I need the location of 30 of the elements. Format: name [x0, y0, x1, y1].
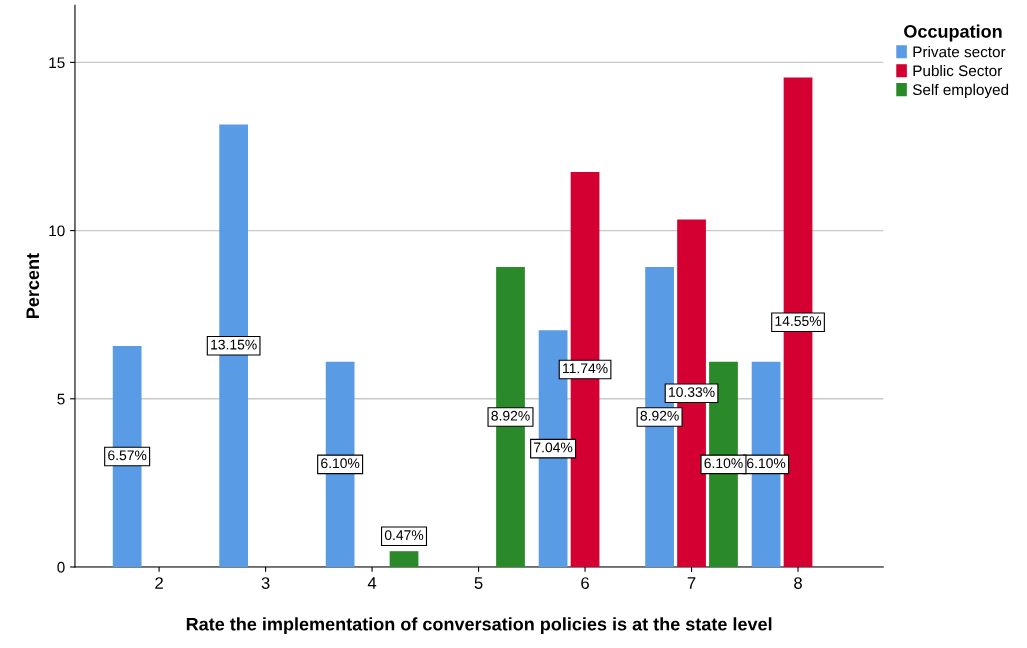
data-label: 13.15% — [211, 339, 257, 350]
data-label: 6.10% — [704, 458, 743, 469]
x-tick-label: 4 — [367, 577, 377, 589]
x-tick-label: 7 — [687, 577, 696, 589]
y-axis-title: Percent — [26, 253, 40, 318]
x-tick-label: 8 — [794, 577, 802, 589]
x-axis-title: Rate the implementation of conversation policies is at the state level — [186, 617, 772, 635]
data-label: 0.47% — [384, 530, 424, 541]
y-tick-label: 15 — [49, 57, 65, 69]
x-tick-label: 3 — [261, 577, 270, 589]
legend-label: Private sector — [913, 46, 1006, 58]
legend-label: Public Sector — [913, 64, 1002, 77]
x-tick-label: 5 — [474, 577, 483, 589]
x-tick-label: 2 — [155, 577, 163, 589]
y-tick-label: 10 — [49, 225, 65, 237]
data-label: 11.74% — [563, 363, 608, 374]
data-label: 10.33% — [669, 387, 715, 397]
legend-label: Self employed — [912, 83, 1009, 99]
data-label: 14.55% — [775, 316, 822, 326]
data-label: 6.10% — [747, 458, 786, 469]
data-label: 7.04% — [534, 442, 573, 453]
y-tick-label: 0 — [57, 561, 65, 573]
y-tick-label: 5 — [57, 393, 65, 405]
bar — [389, 551, 419, 567]
data-label: 6.57% — [108, 450, 147, 461]
legend-title: Occupation — [904, 24, 1002, 42]
data-label: 8.92% — [640, 410, 679, 421]
data-label: 6.10% — [321, 458, 360, 469]
x-tick-label: 6 — [581, 577, 589, 589]
data-label: 8.92% — [491, 410, 530, 421]
